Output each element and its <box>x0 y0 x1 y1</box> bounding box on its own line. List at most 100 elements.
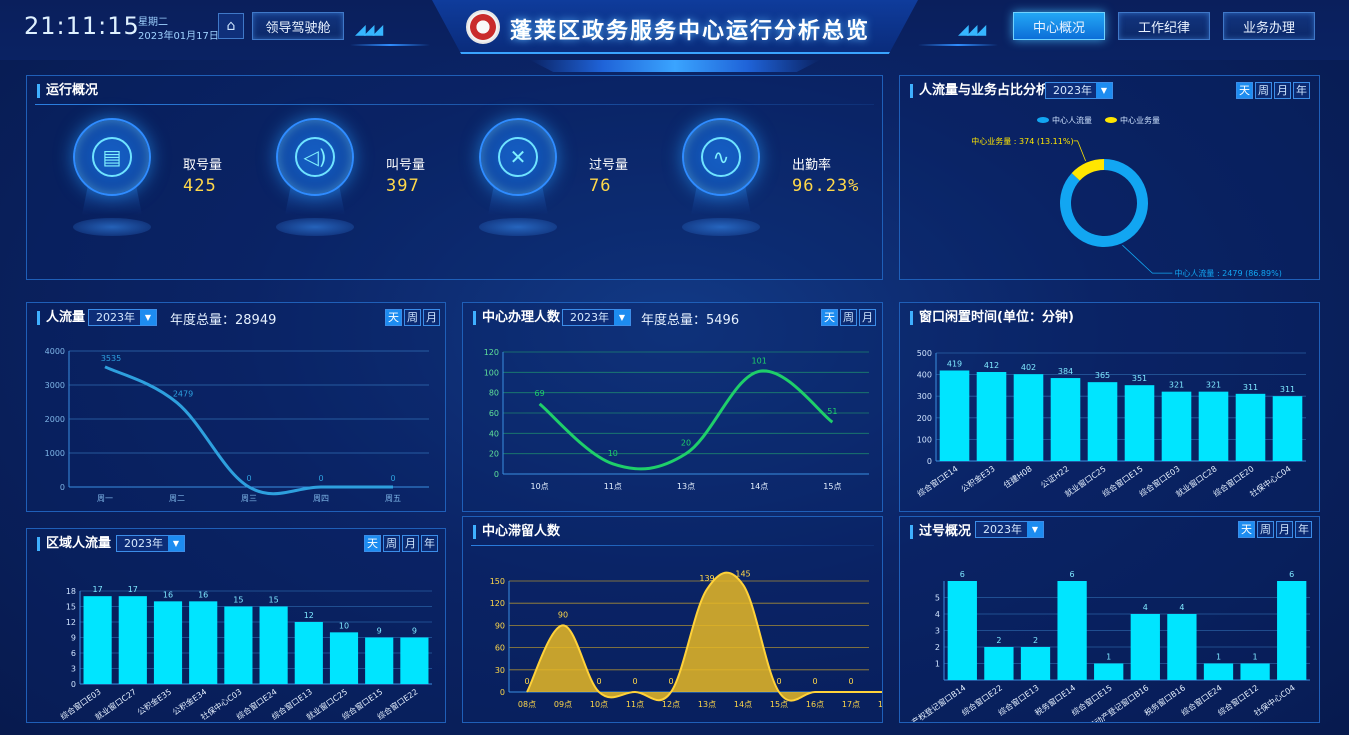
y-tick-label: 6 <box>71 649 76 658</box>
cockpit-button[interactable]: 领导驾驶舱 <box>252 12 344 40</box>
tab-month[interactable]: 月 <box>1276 521 1293 538</box>
year-select[interactable]: 2023年 ▼ <box>116 535 185 552</box>
x-tick-label: 13点 <box>698 700 716 709</box>
bar <box>1203 663 1234 680</box>
y-tick-label: 100 <box>917 435 932 444</box>
y-tick-label: 90 <box>495 621 505 630</box>
tab-week[interactable]: 周 <box>840 309 857 326</box>
data-label: 412 <box>984 361 999 370</box>
data-label: 12 <box>304 611 314 620</box>
x-tick-label: 11点 <box>626 700 644 709</box>
year-select-value: 2023年 <box>570 311 609 324</box>
data-label: 10 <box>608 449 618 458</box>
bar <box>1013 374 1044 461</box>
tab-year[interactable]: 年 <box>421 535 438 552</box>
tab-day[interactable]: 天 <box>385 309 402 326</box>
period-tabs: 天 周 月 年 <box>364 535 438 552</box>
slice-label: 中心人流量 : 2479 (86.89%) <box>1174 268 1281 278</box>
data-label: 20 <box>681 439 691 448</box>
tab-week[interactable]: 周 <box>1255 82 1272 99</box>
tab-week[interactable]: 周 <box>404 309 421 326</box>
skip-panel: 过号概况 2023年 ▼ 天 周 月 年 1 2 3 4 5 6 产权登记窗口B14 2 综合窗口… <box>899 516 1320 723</box>
tab-day[interactable]: 天 <box>1236 82 1253 99</box>
page-title: 蓬莱区政务服务中心运行分析总览 <box>510 19 871 44</box>
data-label: 101 <box>752 356 767 365</box>
y-tick-label: 3 <box>935 627 940 636</box>
data-label: 0 <box>318 474 323 483</box>
data-label: 6 <box>1289 570 1294 579</box>
tab-month[interactable]: 月 <box>859 309 876 326</box>
y-tick-label: 0 <box>927 457 932 466</box>
dropdown-arrow-icon: ▼ <box>168 536 184 551</box>
label-leader <box>1073 140 1086 161</box>
kpi-value: 425 <box>183 176 217 196</box>
y-tick-label: 500 <box>917 349 932 358</box>
title-underline <box>35 104 874 105</box>
year-select-value: 2023年 <box>124 537 163 550</box>
bar <box>984 647 1014 680</box>
data-label: 0 <box>524 677 529 686</box>
header-glow-bar <box>530 60 820 72</box>
data-label: 0 <box>632 677 637 686</box>
period-tabs: 天 周 月 <box>821 309 876 326</box>
x-tick-label: 公积金E33 <box>959 463 997 494</box>
data-label: 321 <box>1206 381 1221 390</box>
y-tick-label: 30 <box>495 666 505 675</box>
attendance-icon: ∿ <box>682 118 760 196</box>
tab-day[interactable]: 天 <box>1238 521 1255 538</box>
skip-icon: ✕ <box>479 118 557 196</box>
year-select[interactable]: 2023年 ▼ <box>562 309 631 326</box>
y-tick-label: 4 <box>935 610 940 619</box>
x-tick-label: 15点 <box>770 700 788 709</box>
home-icon[interactable]: ⌂ <box>218 13 244 39</box>
y-tick-label: 200 <box>917 414 932 423</box>
tab-year[interactable]: 年 <box>1293 82 1310 99</box>
data-label: 0 <box>390 474 395 483</box>
x-tick-label: 10点 <box>590 700 608 709</box>
dropdown-arrow-icon: ▼ <box>1027 522 1043 537</box>
tab-day[interactable]: 天 <box>821 309 838 326</box>
year-select[interactable]: 2023年 ▼ <box>1045 82 1113 99</box>
y-tick-label: 3000 <box>45 381 65 390</box>
dropdown-arrow-icon: ▼ <box>1096 83 1112 98</box>
year-select[interactable]: 2023年 ▼ <box>975 521 1044 538</box>
bar <box>1087 382 1118 461</box>
bar <box>939 370 970 461</box>
tab-month[interactable]: 月 <box>402 535 419 552</box>
stripes-right-icon: ◢◢◢ <box>958 22 986 38</box>
weekday: 星期二 <box>138 17 168 28</box>
idle-bar-chart: 0 100 200 300 400 500 419 综合窗口E14 412 公积金E33 402 住建… <box>915 349 1306 499</box>
kpi-base <box>479 218 557 236</box>
data-label: 311 <box>1243 383 1258 392</box>
x-tick-label: 08点 <box>518 700 536 709</box>
bar <box>224 606 253 684</box>
tab-day[interactable]: 天 <box>364 535 381 552</box>
kpi-icon-glyph: ▤ <box>92 137 132 177</box>
y-tick-label: 0 <box>500 688 505 697</box>
overview-panel: 运行概况 <box>26 75 883 280</box>
tab-week[interactable]: 周 <box>383 535 400 552</box>
tab-week[interactable]: 周 <box>1257 521 1274 538</box>
x-tick-label: 14点 <box>750 482 768 491</box>
tab-month[interactable]: 月 <box>423 309 440 326</box>
dropdown-arrow-icon: ▼ <box>614 310 630 325</box>
kpi-base <box>682 218 760 236</box>
data-label: 0 <box>776 677 781 686</box>
nav-center-overview[interactable]: 中心概况 <box>1013 12 1105 40</box>
year-select[interactable]: 2023年 ▼ <box>88 309 157 326</box>
bar <box>400 637 429 684</box>
x-tick-label: 住建H08 <box>1002 463 1034 490</box>
y-tick-label: 20 <box>489 450 499 459</box>
tab-year[interactable]: 年 <box>1295 521 1312 538</box>
y-tick-label: 0 <box>60 483 65 492</box>
data-label: 15 <box>269 596 279 605</box>
traffic-share-title: 人流量与业务占比分析 <box>910 84 1049 98</box>
skip-bar-chart: 123456产权登记窗口B142综合窗口E222综合窗口E136税务窗口E141… <box>910 570 1310 722</box>
data-label: 90 <box>558 610 568 619</box>
tab-month[interactable]: 月 <box>1274 82 1291 99</box>
region-title: 区域人流量 <box>37 537 111 551</box>
nav-work-discipline[interactable]: 工作纪律 <box>1118 12 1210 40</box>
nav-business[interactable]: 业务办理 <box>1223 12 1315 40</box>
kpi-label: 出勤率 <box>792 158 832 173</box>
